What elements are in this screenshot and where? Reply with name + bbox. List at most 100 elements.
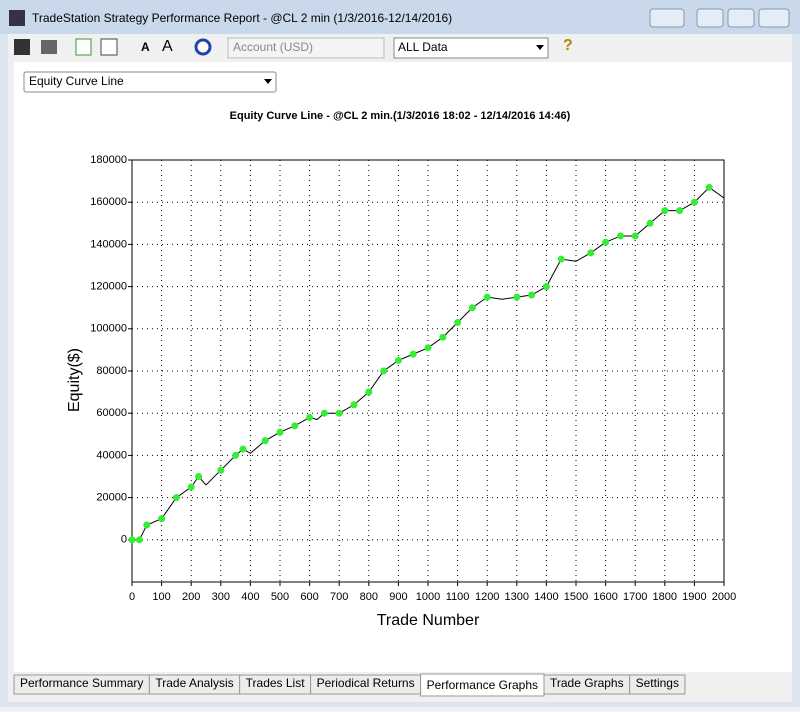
view-select[interactable] <box>23 71 277 93</box>
new-high-marker <box>335 409 343 417</box>
x-tick-label: 1500 <box>564 591 588 603</box>
y-tick-label: 80000 <box>96 365 127 377</box>
x-tick-label: 800 <box>360 591 378 603</box>
x-tick-label: 0 <box>129 591 135 603</box>
new-high-marker <box>705 183 713 191</box>
x-tick-label: 1700 <box>623 591 647 603</box>
x-tick-label: 600 <box>300 591 318 603</box>
x-tick-label: 1900 <box>682 591 706 603</box>
y-tick-label: 0 <box>121 534 127 546</box>
properties-button[interactable] <box>100 38 118 56</box>
range-select[interactable] <box>393 37 549 59</box>
font-down-button[interactable]: A <box>141 40 150 54</box>
new-high-marker <box>394 356 402 364</box>
account-select[interactable] <box>227 37 385 59</box>
font-up-button[interactable]: A <box>162 38 173 55</box>
new-high-marker <box>528 291 536 299</box>
close-button[interactable] <box>758 8 790 28</box>
new-high-marker <box>172 494 180 502</box>
minimize-button[interactable] <box>696 8 724 28</box>
new-high-marker <box>439 333 447 341</box>
new-high-marker <box>602 238 610 246</box>
x-axis-label: Trade Number <box>377 612 480 629</box>
y-tick-label: 100000 <box>90 323 127 335</box>
x-tick-label: 1200 <box>475 591 499 603</box>
dropdown-arrow <box>264 79 272 84</box>
tab-label[interactable]: Trade Graphs <box>550 676 624 690</box>
tab[interactable] <box>629 674 686 695</box>
new-high-marker <box>587 249 595 257</box>
window-title: TradeStation Strategy Performance Report… <box>32 11 452 25</box>
y-tick-label: 180000 <box>90 154 127 166</box>
new-high-marker <box>424 344 432 352</box>
new-high-marker <box>676 207 684 215</box>
y-tick-label: 120000 <box>90 281 127 293</box>
new-high-marker <box>239 445 247 453</box>
y-tick-label: 160000 <box>90 196 127 208</box>
y-tick-label: 20000 <box>96 492 127 504</box>
save-button[interactable] <box>14 39 30 55</box>
x-tick-label: 200 <box>182 591 200 603</box>
new-high-marker <box>232 451 240 459</box>
restore-button[interactable] <box>649 8 685 28</box>
new-high-marker <box>158 515 166 523</box>
x-tick-label: 900 <box>389 591 407 603</box>
print-button[interactable] <box>41 40 57 54</box>
new-high-marker <box>380 367 388 375</box>
new-high-marker <box>513 293 521 301</box>
new-high-marker <box>542 283 550 291</box>
new-high-marker <box>291 422 299 430</box>
x-tick-label: 700 <box>330 591 348 603</box>
app-icon <box>9 10 25 26</box>
x-tick-label: 1100 <box>446 591 470 603</box>
new-high-marker <box>320 409 328 417</box>
tab-label[interactable]: Performance Graphs <box>427 678 538 692</box>
new-high-marker <box>483 293 491 301</box>
new-high-marker <box>350 401 358 409</box>
new-high-marker <box>306 413 314 421</box>
tab-label[interactable]: Settings <box>636 676 679 690</box>
y-tick-label: 140000 <box>90 238 127 250</box>
x-tick-label: 400 <box>241 591 259 603</box>
tab-label[interactable]: Periodical Returns <box>317 676 415 690</box>
x-tick-label: 2000 <box>712 591 736 603</box>
plot: 0200004000060000800001000001200001400001… <box>90 154 736 603</box>
tab-label[interactable]: Performance Summary <box>20 676 143 690</box>
new-high-marker <box>143 521 151 529</box>
new-high-marker <box>616 232 624 240</box>
view-select-text: Equity Curve Line <box>29 74 124 88</box>
y-tick-label: 60000 <box>96 407 127 419</box>
new-high-marker <box>646 219 654 227</box>
new-high-marker <box>690 198 698 206</box>
x-tick-label: 1800 <box>653 591 677 603</box>
new-high-marker <box>557 255 565 263</box>
new-high-marker <box>135 536 143 544</box>
x-tick-label: 1000 <box>416 591 440 603</box>
help-button[interactable]: ? <box>563 37 573 54</box>
x-tick-label: 300 <box>212 591 230 603</box>
maximize-button[interactable] <box>727 8 755 28</box>
target-button[interactable] <box>194 38 212 56</box>
new-high-marker <box>365 388 373 396</box>
new-high-marker <box>631 232 639 240</box>
x-tick-label: 1300 <box>505 591 529 603</box>
chart-title: Equity Curve Line - @CL 2 min.(1/3/2016 … <box>230 110 571 122</box>
x-tick-label: 1400 <box>534 591 558 603</box>
refresh-button[interactable] <box>75 38 92 56</box>
account-select-text: Account (USD) <box>233 40 313 54</box>
tab-label[interactable]: Trade Analysis <box>155 676 233 690</box>
y-tick-label: 40000 <box>96 449 127 461</box>
y-axis-label: Equity($) <box>66 348 83 412</box>
new-high-marker <box>195 473 203 480</box>
x-tick-label: 1600 <box>593 591 617 603</box>
tab-label[interactable]: Trades List <box>246 676 306 690</box>
new-high-marker <box>261 437 269 445</box>
x-tick-label: 100 <box>152 591 170 603</box>
range-select-text: ALL Data <box>398 40 448 54</box>
tab-bar: Performance Summary Trade Analysis Trades … <box>13 673 686 697</box>
new-high-marker <box>276 428 284 436</box>
new-high-marker <box>217 466 225 474</box>
new-high-marker <box>409 350 417 358</box>
new-high-marker <box>187 483 195 491</box>
